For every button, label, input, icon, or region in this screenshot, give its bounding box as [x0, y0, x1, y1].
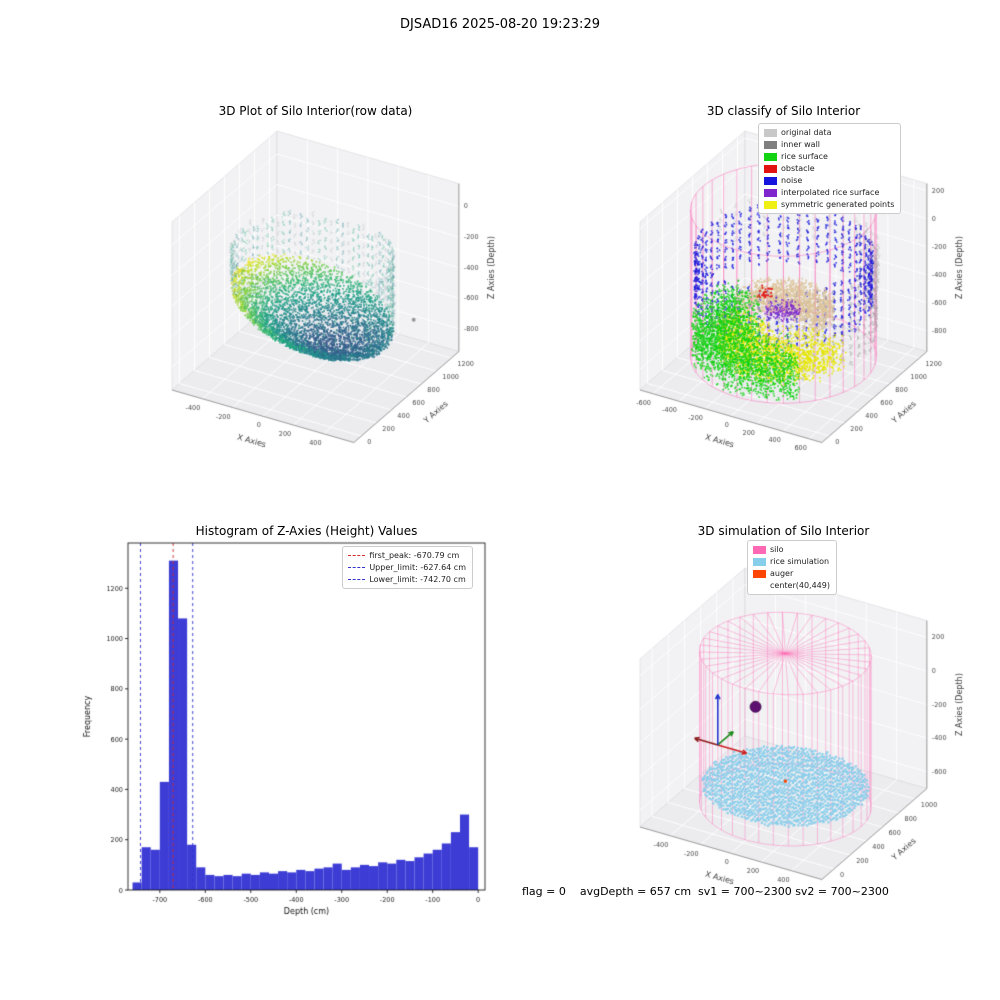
legend-item: silo — [753, 544, 830, 555]
legend-item-label: auger — [770, 569, 794, 578]
legend-item: first_peak: -670.79 cm — [348, 550, 466, 561]
legend-item-label: noise — [781, 176, 803, 185]
legend-color-swatch — [764, 140, 777, 149]
legend-item-label: silo — [770, 545, 784, 554]
legend-item: obstacle — [764, 163, 894, 174]
legend-color-swatch — [764, 128, 777, 137]
legend-line-marker — [348, 567, 366, 568]
legend-item: symmetric generated points — [764, 199, 894, 210]
legend-item-label: Upper_limit: -627.64 cm — [369, 563, 466, 572]
subplot-raw-title: 3D Plot of Silo Interior(row data) — [218, 104, 413, 118]
legend-item: rice surface — [764, 151, 894, 162]
legend-color-swatch — [764, 164, 777, 173]
legend-color-swatch — [764, 188, 777, 197]
legend-item: Lower_limit: -742.70 cm — [348, 574, 466, 585]
classify-legend: original data inner wall rice surface obsta… — [758, 123, 902, 214]
subplot-histogram-title: Histogram of Z-Axies (Height) Values — [195, 524, 418, 538]
legend-item: center(40,449) — [753, 580, 830, 591]
legend-item-label: center(40,449) — [770, 581, 830, 590]
legend-line-marker — [348, 555, 366, 556]
legend-item: auger — [753, 568, 830, 579]
legend-color-swatch — [753, 569, 766, 578]
simulation-legend: silo rice simulation auger center(40,449) — [747, 540, 837, 595]
subplot-classify-3d: 3D classify of Silo Interior original da… — [540, 78, 980, 498]
legend-item: noise — [764, 175, 894, 186]
legend-item-label: Lower_limit: -742.70 cm — [369, 575, 466, 584]
legend-color-swatch — [753, 545, 766, 554]
legend-item-label: obstacle — [781, 164, 815, 173]
legend-item-label: first_peak: -670.79 cm — [369, 551, 460, 560]
legend-item: rice simulation — [753, 556, 830, 567]
legend-item: original data — [764, 127, 894, 138]
legend-line-marker — [348, 579, 366, 580]
legend-color-swatch — [764, 152, 777, 161]
legend-item-label: rice simulation — [770, 557, 830, 566]
legend-item: inner wall — [764, 139, 894, 150]
legend-item: Upper_limit: -627.64 cm — [348, 562, 466, 573]
subplot-classify-title: 3D classify of Silo Interior — [706, 104, 861, 118]
legend-item-label: rice surface — [781, 152, 828, 161]
subplot-raw-3d: 3D Plot of Silo Interior(row data) — [60, 78, 510, 498]
histogram-legend: first_peak: -670.79 cm Upper_limit: -627.… — [342, 546, 473, 589]
legend-item-label: interpolated rice surface — [781, 188, 880, 197]
legend-item-label: symmetric generated points — [781, 200, 895, 209]
subplot-histogram: Histogram of Z-Axies (Height) Values fir… — [60, 505, 510, 935]
legend-item-label: inner wall — [781, 140, 821, 149]
legend-color-swatch — [764, 176, 777, 185]
legend-item: interpolated rice surface — [764, 187, 894, 198]
subplot-simulation-title: 3D simulation of Silo Interior — [697, 524, 870, 538]
raw-3d-plot-canvas — [60, 78, 510, 498]
subplot-simulation-3d: 3D simulation of Silo Interior silo rice … — [540, 505, 980, 935]
figure-title: DJSAD16 2025-08-20 19:23:29 — [400, 17, 600, 32]
legend-item-label: original data — [781, 128, 832, 137]
status-footer-text: flag = 0 avgDepth = 657 cm sv1 = 700~230… — [522, 885, 889, 898]
legend-color-swatch — [753, 557, 766, 566]
legend-color-swatch — [764, 200, 777, 209]
